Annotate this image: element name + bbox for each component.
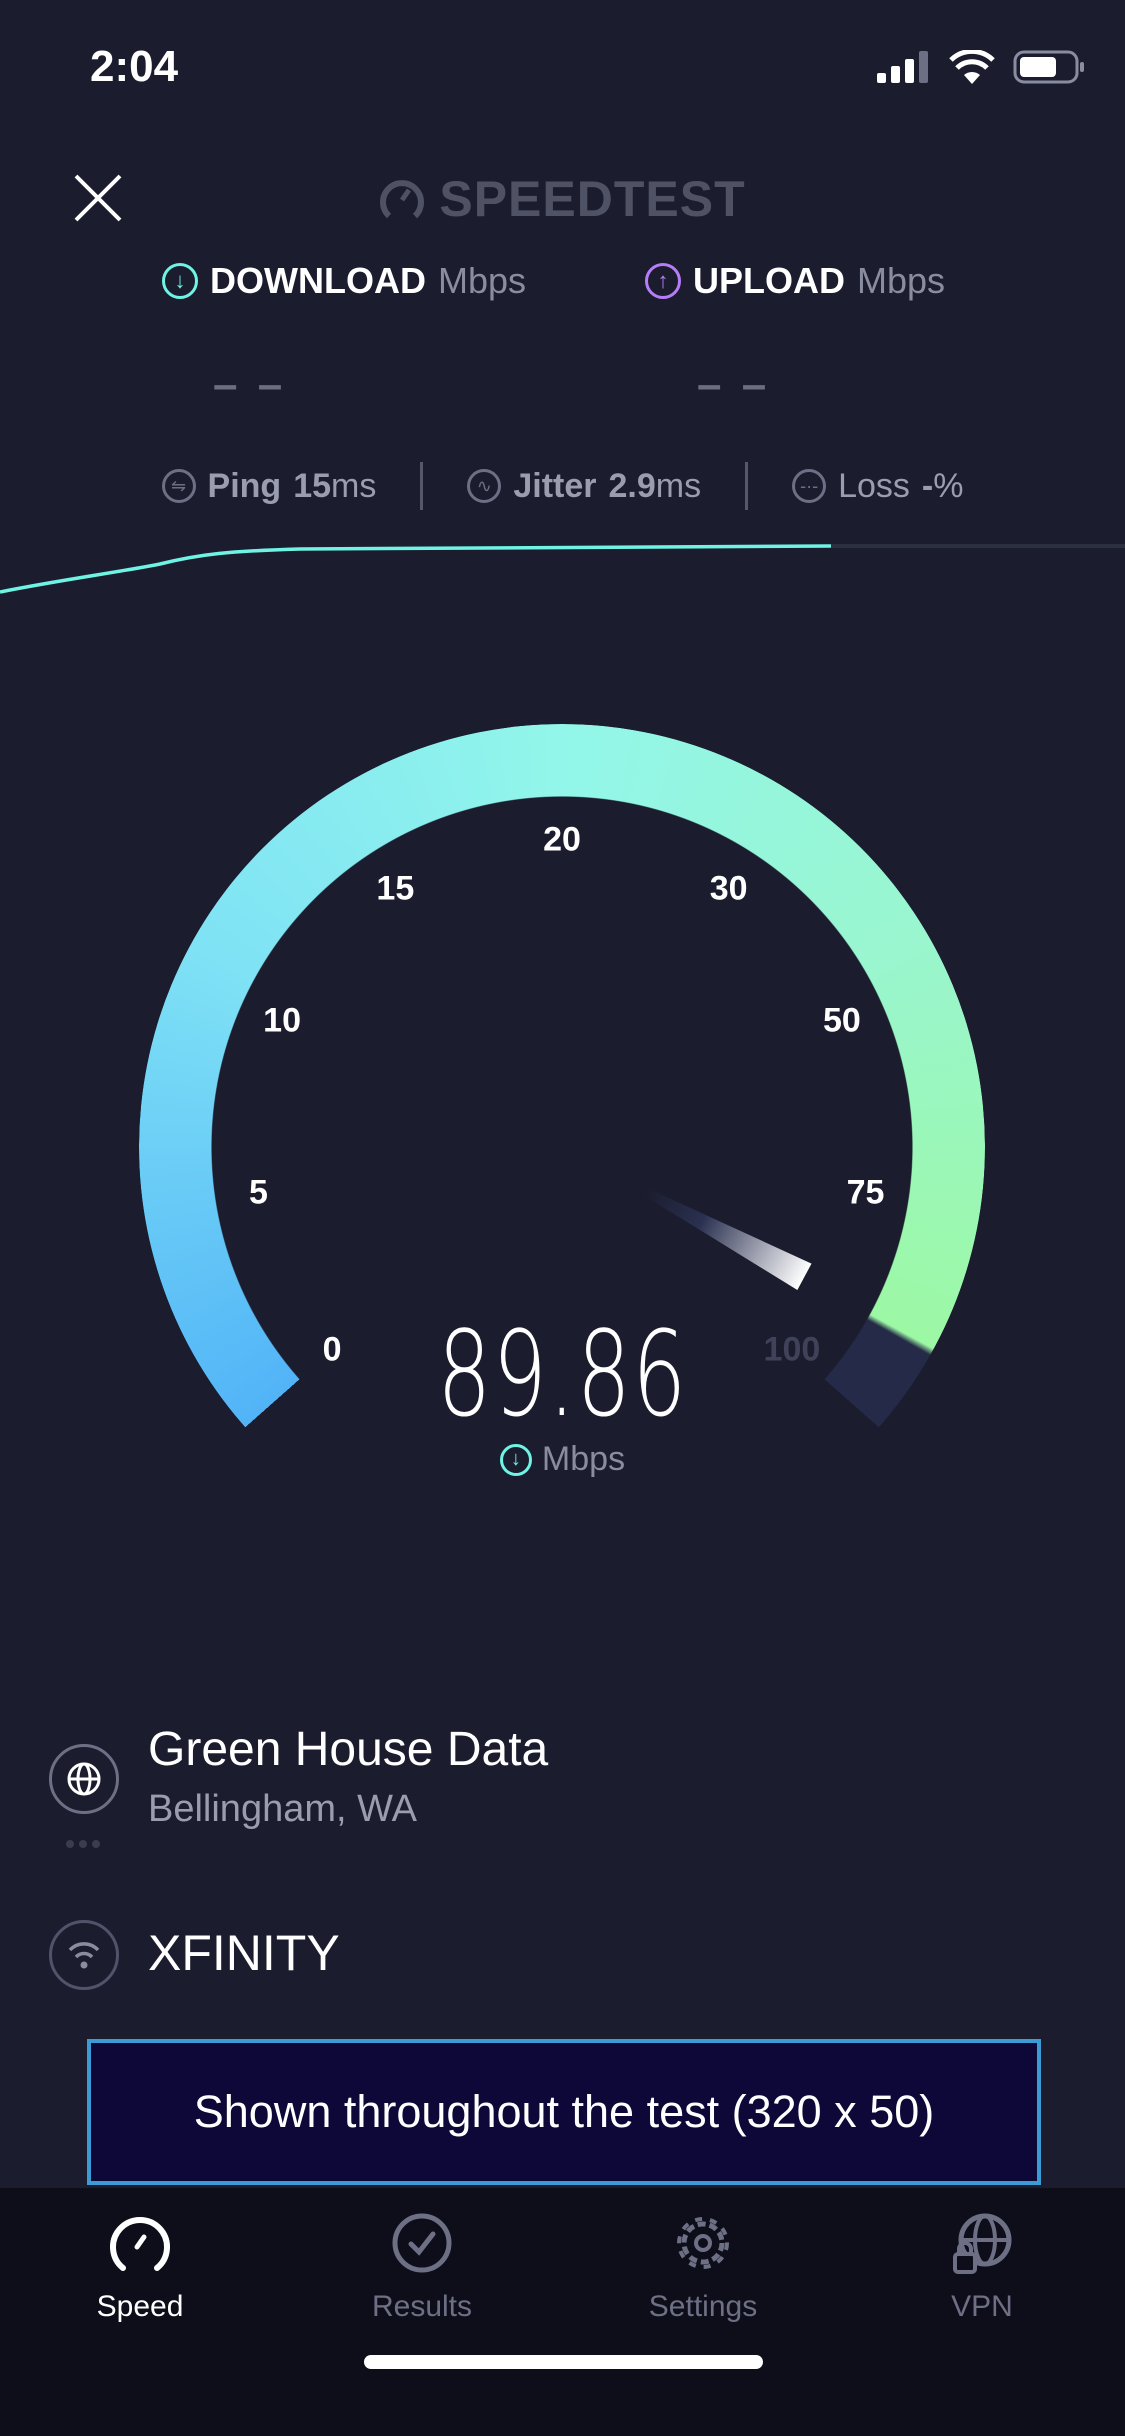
tab-label: VPN (951, 2290, 1013, 2323)
ping-icon: ⇋ (161, 469, 196, 503)
speed-unit: ↓ Mbps (0, 1440, 1125, 1479)
upload-header: ↑ UPLOAD Mbps (645, 260, 945, 302)
gauge-arc (139, 724, 985, 1570)
globe-icon[interactable] (49, 1744, 119, 1814)
gauge-tick-label: 0 (322, 1330, 342, 1369)
divider (420, 462, 424, 510)
server-location: Bellingham, WA (148, 1788, 417, 1830)
speedometer-logo-icon (380, 180, 425, 219)
download-arrow-icon: ↓ (162, 263, 198, 299)
tab-results[interactable]: Results (322, 2210, 522, 2324)
home-indicator[interactable] (364, 2355, 763, 2369)
loss-label: Loss (838, 466, 910, 505)
gauge-tick-label: 75 (846, 1173, 885, 1212)
tab-settings[interactable]: Settings (603, 2210, 803, 2324)
loss-value: -% (921, 466, 964, 505)
speed-graph (0, 544, 1125, 594)
speedometer-icon (110, 2217, 170, 2271)
gauge-tick-label: 15 (376, 869, 415, 908)
gauge-tick-label: 100 (763, 1330, 821, 1369)
tab-label: Settings (648, 2290, 758, 2323)
check-circle-icon (392, 2213, 452, 2273)
isp-name: XFINITY (148, 1925, 340, 1981)
status-time: 2:04 (90, 42, 179, 91)
download-header: ↓ DOWNLOAD Mbps (162, 260, 526, 302)
upload-unit: Mbps (857, 260, 946, 301)
ad-banner[interactable]: Shown throughout the test (320 x 50) (87, 2039, 1041, 2185)
divider (745, 462, 749, 510)
speed-unit-label: Mbps (541, 1440, 626, 1478)
ping-value: 15ms (293, 466, 377, 505)
ping-label: Ping (207, 466, 282, 505)
ping-stat: ⇋ Ping 15ms (118, 467, 421, 506)
stats-row: ⇋ Ping 15ms ∿ Jitter 2.9ms -·- Loss -% (0, 462, 1125, 510)
download-unit: Mbps (437, 260, 526, 301)
tab-bar (0, 2188, 1125, 2436)
download-arrow-icon: ↓ (499, 1443, 532, 1476)
jitter-label: Jitter (513, 466, 597, 505)
jitter-icon: ∿ (467, 469, 502, 503)
upload-value: – – (697, 360, 771, 409)
loss-icon: -·- (792, 469, 827, 503)
tab-label: Speed (96, 2290, 184, 2323)
gauge-tick-label: 5 (249, 1173, 268, 1212)
battery-icon (1013, 50, 1084, 84)
gauge-tick-label: 30 (709, 869, 748, 908)
loss-stat: -·- Loss -% (748, 467, 1007, 506)
gauge-tick-label: 20 (543, 820, 581, 859)
logo-text: SPEEDTEST (439, 171, 746, 227)
tab-speed[interactable]: Speed (40, 2210, 240, 2324)
close-icon[interactable] (72, 172, 124, 224)
gauge-tick-label: 10 (263, 1001, 301, 1040)
speed-value: 89.86 (437, 1305, 688, 1443)
wifi-icon (949, 50, 995, 84)
speedtest-logo: SPEEDTEST (0, 170, 1125, 228)
download-value: – – (213, 360, 287, 409)
upload-arrow-icon: ↑ (645, 263, 681, 299)
signal-icon (877, 51, 928, 83)
gear-icon (677, 2217, 729, 2269)
status-icons (877, 50, 1085, 84)
jitter-stat: ∿ Jitter 2.9ms (423, 467, 745, 506)
upload-label: UPLOAD (693, 260, 845, 301)
jitter-value: 2.9ms (608, 466, 702, 505)
globe-lock-icon (953, 2213, 1012, 2274)
wifi-icon (49, 1920, 119, 1990)
server-name[interactable]: Green House Data (148, 1723, 549, 1776)
more-dots-icon[interactable] (66, 1840, 100, 1848)
gauge-tick-label: 50 (822, 1001, 861, 1040)
download-label: DOWNLOAD (210, 260, 426, 301)
graph-line (0, 544, 832, 594)
tab-label: Results (371, 2290, 473, 2323)
tab-vpn[interactable]: VPN (882, 2210, 1082, 2324)
ad-text: Shown throughout the test (320 x 50) (193, 2086, 935, 2137)
